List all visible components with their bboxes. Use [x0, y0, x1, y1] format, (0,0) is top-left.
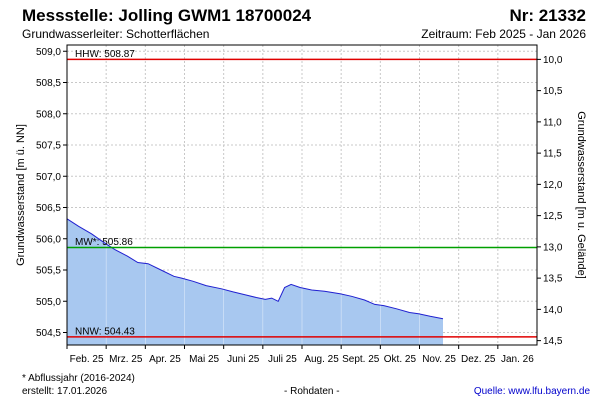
series-area	[67, 218, 443, 345]
x-tick-label: Feb. 25	[70, 354, 104, 365]
x-tick-label: Jan. 26	[501, 354, 534, 365]
chart-title: Messstelle: Jolling GWM1 18700024	[22, 6, 312, 25]
y-tick-label: 507,0	[36, 172, 61, 183]
y-tick-label: 505,0	[36, 297, 61, 308]
x-tick-label: Okt. 25	[384, 354, 417, 365]
y2-tick-label: 10,5	[543, 86, 563, 97]
x-tick-label: Mai 25	[189, 354, 219, 365]
y-tick-label: 506,5	[36, 203, 61, 214]
y-tick-label: 506,0	[36, 234, 61, 245]
x-tick-label: Dez. 25	[461, 354, 496, 365]
plot-frame	[66, 44, 538, 346]
reference-line-label: MW*: 505.86	[75, 237, 133, 248]
y-tick-label: 507,5	[36, 141, 61, 152]
x-tick-label: Juni 25	[227, 354, 260, 365]
y2-tick-label: 14,5	[543, 336, 563, 347]
x-tick-label: Sept. 25	[342, 354, 380, 365]
footnote: * Abflussjahr (2016-2024)	[22, 373, 135, 384]
source-link[interactable]: Quelle: www.lfu.bayern.de	[473, 386, 590, 397]
y2-axis-label: Grundwasserstand [m u. Gelände]	[575, 111, 587, 279]
y2-tick-label: 12,0	[543, 180, 563, 191]
y2-tick-label: 10,0	[543, 55, 563, 66]
y2-tick-label: 11,0	[543, 117, 562, 128]
series-line	[66, 218, 444, 320]
y-tick-label: 505,5	[36, 266, 61, 277]
y2-tick-label: 11,5	[543, 149, 562, 160]
y2-tick-label: 14,0	[543, 305, 563, 316]
y-axis-label: Grundwasserstand [m ü. NN]	[15, 124, 27, 266]
x-tick-label: Mrz. 25	[109, 354, 143, 365]
y2-tick-label: 13,5	[543, 274, 563, 285]
raw-data-note: - Rohdaten -	[284, 386, 340, 397]
y-tick-label: 504,5	[36, 328, 61, 339]
station-number: Nr: 21332	[509, 6, 586, 25]
x-tick-label: Aug. 25	[304, 354, 339, 365]
reference-line-label: HHW: 508.87	[75, 49, 135, 60]
x-tick-label: Apr. 25	[149, 354, 181, 365]
plot-series	[66, 195, 444, 345]
aquifer-label: Grundwasserleiter: Schotterflächen	[22, 27, 210, 41]
y2-tick-label: 12,5	[543, 211, 563, 222]
y-tick-label: 508,5	[36, 78, 61, 89]
axes: Feb. 25 Mrz. 25 Apr. 25 Mai 25 Juni 25 Juli 2…	[15, 44, 587, 365]
period-label: Zeitraum: Feb 2025 - Jan 2026	[421, 27, 586, 41]
y2-tick-label: 13,0	[543, 242, 563, 253]
x-tick-label: Juli 25	[268, 354, 297, 365]
reference-lines: HHW: 508.87 MW*: 505.86 NNW: 504.43	[67, 49, 537, 338]
y-tick-label: 508,0	[36, 109, 61, 120]
x-tick-label: Nov. 25	[422, 354, 456, 365]
created-date: erstellt: 17.01.2026	[22, 386, 108, 397]
y-tick-label: 509,0	[36, 47, 61, 58]
reference-line-label: NNW: 504.43	[75, 326, 135, 337]
